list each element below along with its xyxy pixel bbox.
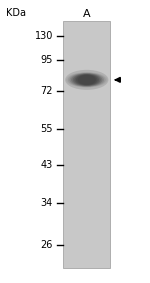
Ellipse shape <box>71 73 102 86</box>
Text: 55: 55 <box>40 124 53 134</box>
Text: 26: 26 <box>40 240 53 250</box>
Ellipse shape <box>74 74 99 86</box>
Text: A: A <box>83 9 91 19</box>
Ellipse shape <box>76 74 98 85</box>
FancyBboxPatch shape <box>63 21 110 268</box>
Ellipse shape <box>69 73 104 87</box>
Text: 34: 34 <box>41 198 53 208</box>
Text: 95: 95 <box>40 55 53 65</box>
Ellipse shape <box>66 72 107 87</box>
Text: 130: 130 <box>34 31 53 41</box>
Text: KDa: KDa <box>6 8 26 18</box>
Ellipse shape <box>78 75 96 85</box>
Ellipse shape <box>65 70 108 90</box>
Text: 43: 43 <box>41 160 53 170</box>
Ellipse shape <box>68 72 106 87</box>
Text: 72: 72 <box>40 86 53 96</box>
Ellipse shape <box>73 74 101 86</box>
